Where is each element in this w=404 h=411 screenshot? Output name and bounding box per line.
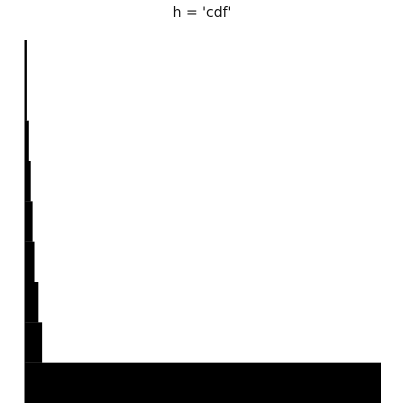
cdf-bar-2 [25,322,43,363]
chart-title: h = 'cdf' [172,5,232,21]
cdf-bar-8 [25,40,27,121]
cdf-bar-5 [25,201,33,242]
cdf-bar-3 [25,282,39,323]
cdf-bar-7 [25,120,29,161]
bars-group [24,40,381,403]
cdf-bar-1 [25,362,381,403]
cdf-bar-4 [25,241,35,282]
cdf-bar-6 [25,161,31,202]
